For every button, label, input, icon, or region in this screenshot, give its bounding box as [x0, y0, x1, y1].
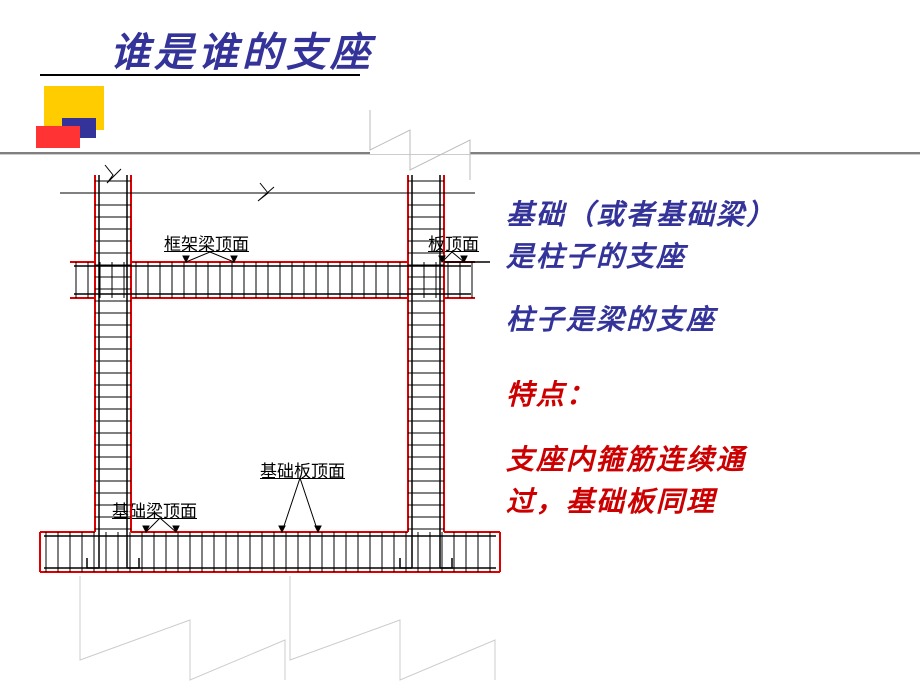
bottom-zigzag [0, 0, 920, 690]
